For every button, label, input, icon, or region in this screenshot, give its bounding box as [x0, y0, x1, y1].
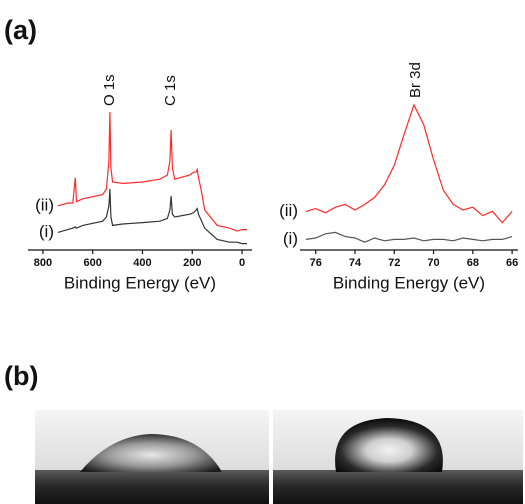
photo-left: [35, 410, 269, 504]
series-line: [57, 188, 247, 245]
photo-right: [273, 410, 523, 504]
panel-label: (b): [4, 361, 38, 391]
peak-annotation: Br 3d: [407, 62, 424, 98]
x-tick-label: 0: [239, 257, 245, 269]
x-axis-label: Binding Energy (eV): [64, 273, 216, 292]
series-label: (i): [283, 229, 298, 248]
x-tick-label: 400: [133, 257, 151, 269]
series-label: (ii): [279, 201, 298, 220]
x-tick-label: 600: [84, 257, 102, 269]
x-axis-label: Binding Energy (eV): [333, 273, 485, 292]
series-label: (ii): [35, 195, 54, 214]
peak-annotation: O 1s: [101, 74, 118, 106]
x-tick-label: 800: [34, 257, 52, 269]
peak-annotation: C 1s: [162, 75, 179, 106]
x-tick-label: 66: [506, 257, 518, 269]
x-tick-label: 68: [467, 257, 479, 269]
panel-label: (a): [4, 15, 37, 45]
x-tick-label: 76: [310, 257, 322, 269]
series-line: [305, 231, 513, 243]
series-line: [305, 103, 513, 224]
x-tick-label: 70: [427, 257, 439, 269]
x-tick-label: 200: [183, 257, 201, 269]
series-label: (i): [39, 222, 54, 241]
x-tick-label: 72: [388, 257, 400, 269]
x-tick-label: 74: [349, 257, 362, 269]
series-line: [57, 111, 247, 232]
